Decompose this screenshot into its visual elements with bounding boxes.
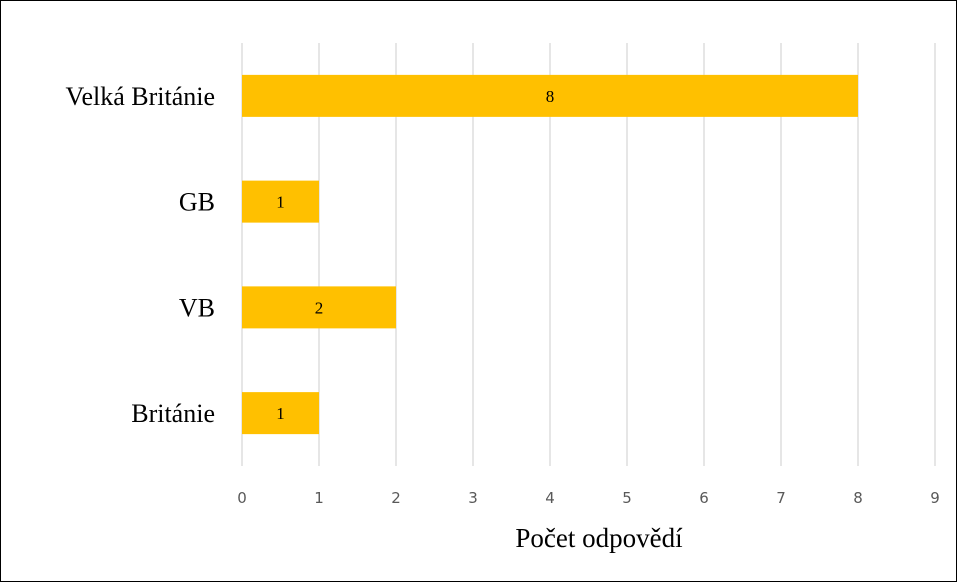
x-tick-label: 3 <box>468 489 478 507</box>
x-tick-label: 7 <box>776 489 786 507</box>
x-tick-label: 9 <box>930 489 940 507</box>
x-tick-labels: 0 1 2 3 4 5 6 7 8 9 <box>237 489 940 507</box>
x-tick-label: 5 <box>622 489 632 507</box>
x-tick-label: 6 <box>699 489 709 507</box>
bar <box>242 180 319 223</box>
x-axis-title: Počet odpovědí <box>515 523 683 553</box>
data-label: 1 <box>276 193 285 212</box>
category-label: Británie <box>131 399 215 428</box>
bar <box>242 286 396 329</box>
bar <box>242 392 319 435</box>
x-tick-label: 1 <box>314 489 324 507</box>
bar <box>242 74 858 117</box>
x-tick-label: 0 <box>237 489 247 507</box>
category-label: VB <box>179 293 215 322</box>
category-labels: Velká Británie GB VB Británie <box>66 82 215 428</box>
data-label: 2 <box>315 298 324 317</box>
x-tick-label: 8 <box>853 489 863 507</box>
category-label: Velká Británie <box>66 82 215 111</box>
category-label: GB <box>179 188 215 217</box>
data-label: 8 <box>546 87 555 106</box>
data-label: 1 <box>276 404 285 423</box>
bars: 8 1 2 1 <box>242 74 858 435</box>
x-tick-label: 4 <box>545 489 555 507</box>
x-tick-label: 2 <box>391 489 401 507</box>
